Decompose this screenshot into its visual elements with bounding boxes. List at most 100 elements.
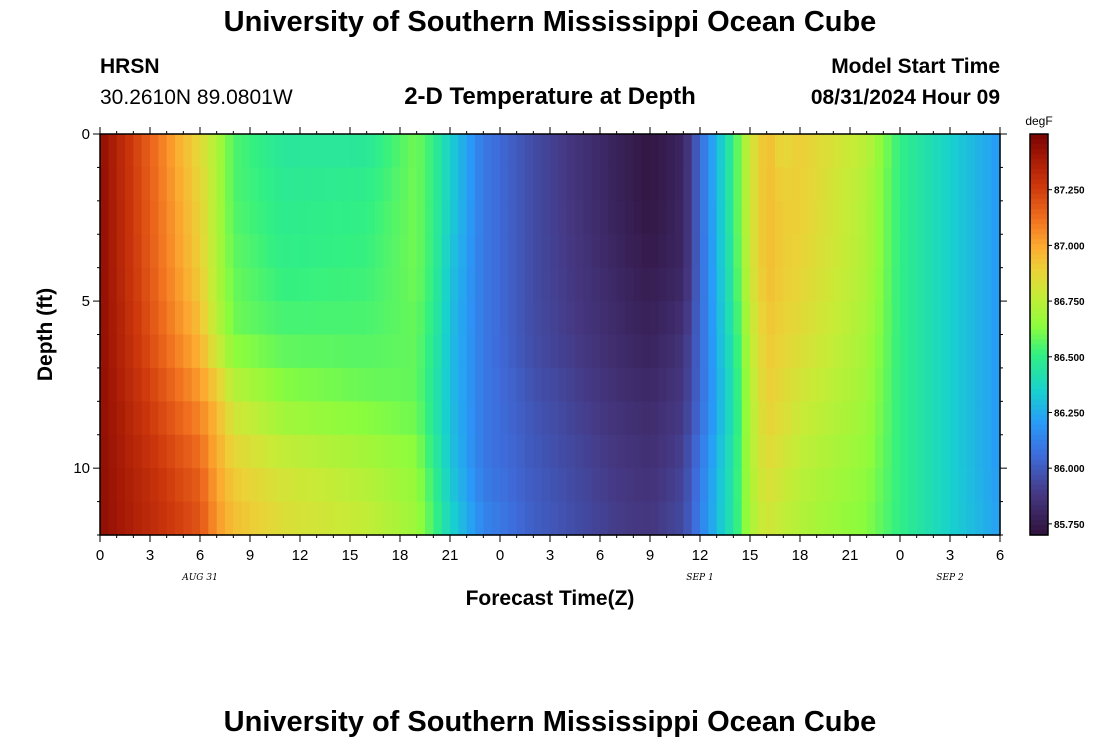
- heatmap-cell: [941, 501, 951, 536]
- heatmap-cell: [691, 267, 701, 302]
- heatmap-cell: [750, 301, 759, 336]
- x-tick-label: 21: [842, 547, 859, 564]
- heatmap-cell: [175, 367, 184, 402]
- heatmap-cell: [350, 468, 359, 503]
- heatmap-cell: [675, 134, 684, 169]
- colorbar-segment: [1030, 229, 1048, 235]
- colorbar-tick-label: 86.500: [1054, 353, 1085, 364]
- heatmap-cell: [550, 234, 559, 269]
- heatmap-cell: [366, 334, 376, 369]
- heatmap-cell: [750, 401, 759, 436]
- x-tick-label: 15: [342, 547, 359, 564]
- heatmap-cell: [366, 501, 376, 536]
- heatmap-cell: [550, 468, 559, 503]
- heatmap-cell: [141, 200, 151, 235]
- heatmap-cell: [675, 501, 684, 536]
- heatmap-cell: [800, 334, 809, 369]
- heatmap-cell: [766, 301, 776, 336]
- heatmap-cell: [816, 401, 826, 436]
- heatmap-cell: [275, 301, 284, 336]
- heatmap-cell: [400, 200, 409, 235]
- heatmap-cell: [833, 401, 843, 436]
- colorbar-segment: [1030, 349, 1048, 356]
- heatmap-cell: [133, 367, 143, 402]
- heatmap-cell: [633, 301, 643, 336]
- heatmap-cell: [816, 267, 826, 302]
- colorbar-segment: [1030, 159, 1048, 165]
- heatmap-cell: [116, 301, 126, 336]
- heatmap-cell: [841, 134, 851, 169]
- heatmap-cell: [575, 334, 584, 369]
- heatmap-cell: [225, 468, 234, 503]
- heatmap-cell: [558, 367, 568, 402]
- heatmap-cell: [341, 167, 351, 202]
- heatmap-cell: [100, 234, 109, 269]
- heatmap-cell: [941, 134, 951, 169]
- heatmap-cell: [875, 167, 884, 202]
- heatmap-cell: [583, 267, 593, 302]
- heatmap-cell: [566, 468, 576, 503]
- heatmap-cell: [483, 401, 493, 436]
- colorbar-segment: [1030, 519, 1048, 526]
- heatmap-cell: [758, 434, 768, 469]
- heatmap-cell: [916, 501, 926, 536]
- colorbar-segment: [1030, 314, 1048, 321]
- heatmap-cell: [158, 334, 168, 369]
- heatmap-cell: [608, 167, 618, 202]
- heatmap-cell: [275, 267, 284, 302]
- heatmap-cell: [500, 200, 509, 235]
- heatmap-cell: [308, 234, 318, 269]
- heatmap-cell: [216, 434, 226, 469]
- heatmap-cell: [758, 334, 768, 369]
- heatmap-cell: [166, 267, 176, 302]
- heatmap-cells: [100, 134, 1001, 536]
- heatmap-cell: [300, 401, 309, 436]
- heatmap-cell: [616, 301, 626, 336]
- heatmap-cell: [825, 234, 834, 269]
- heatmap-cell: [275, 134, 284, 169]
- heatmap-cell: [891, 401, 901, 436]
- heatmap-cell: [550, 200, 559, 235]
- heatmap-cell: [408, 468, 418, 503]
- heatmap-cell: [558, 468, 568, 503]
- heatmap-cell: [191, 501, 201, 536]
- heatmap-cell: [691, 301, 701, 336]
- heatmap-cell: [633, 267, 643, 302]
- x-date-label: AUG 31: [181, 573, 218, 583]
- heatmap-cell: [708, 134, 718, 169]
- heatmap-cell: [341, 267, 351, 302]
- heatmap-cell: [408, 301, 418, 336]
- heatmap-cell: [583, 401, 593, 436]
- heatmap-cell: [233, 200, 243, 235]
- heatmap-cell: [508, 134, 518, 169]
- heatmap-cell: [425, 167, 434, 202]
- heatmap-cell: [858, 134, 868, 169]
- heatmap-cell: [883, 301, 893, 336]
- heatmap-cell: [966, 401, 976, 436]
- heatmap-cell: [216, 367, 226, 402]
- heatmap-cell: [391, 334, 401, 369]
- heatmap-cell: [216, 401, 226, 436]
- heatmap-cell: [358, 468, 368, 503]
- heatmap-cell: [875, 401, 884, 436]
- heatmap-cell: [675, 434, 684, 469]
- heatmap-cell: [908, 334, 918, 369]
- heatmap-cell: [158, 434, 168, 469]
- heatmap-cell: [600, 134, 609, 169]
- colorbar-segment: [1030, 454, 1048, 461]
- heatmap-cell: [641, 367, 651, 402]
- heatmap-cell: [450, 301, 459, 336]
- heatmap-cell: [366, 367, 376, 402]
- heatmap-cell: [725, 234, 734, 269]
- colorbar-segment: [1030, 439, 1048, 446]
- heatmap-cell: [975, 367, 984, 402]
- heatmap-cell: [833, 434, 843, 469]
- heatmap-cell: [716, 401, 726, 436]
- heatmap-cell: [300, 200, 309, 235]
- heatmap-cell: [675, 468, 684, 503]
- heatmap-cell: [391, 401, 401, 436]
- heatmap-cell: [208, 401, 218, 436]
- heatmap-cell: [266, 367, 276, 402]
- heatmap-cell: [133, 167, 143, 202]
- heatmap-cell: [625, 134, 634, 169]
